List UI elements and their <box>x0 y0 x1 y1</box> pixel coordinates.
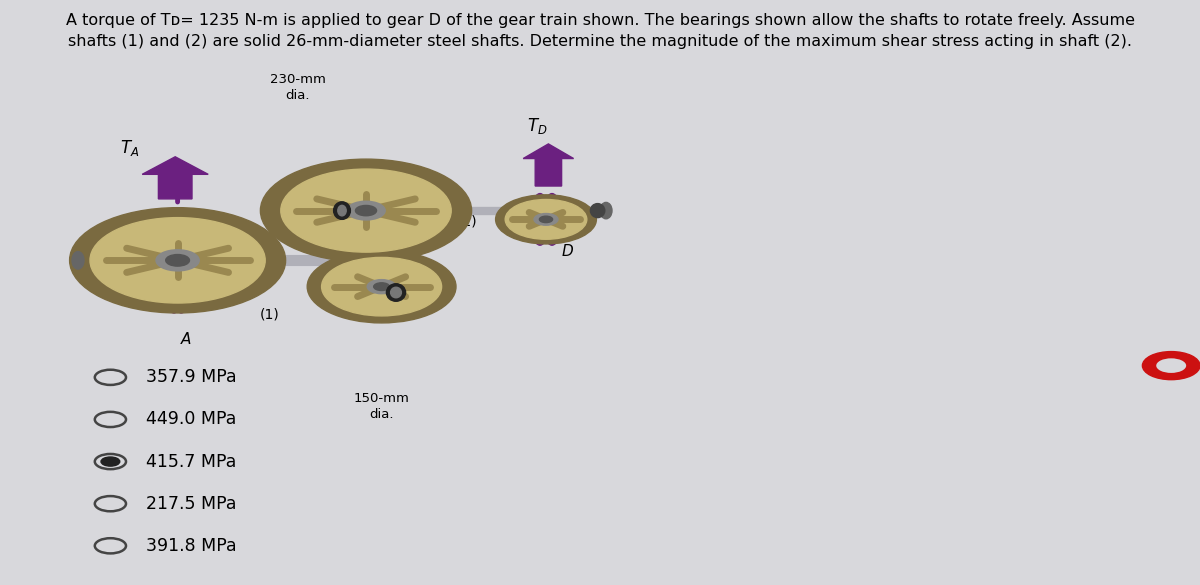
Text: 391.8 MPa: 391.8 MPa <box>146 537 238 555</box>
Text: B: B <box>442 277 452 292</box>
Circle shape <box>534 214 558 225</box>
Text: shafts (1) and (2) are solid 26-mm-diameter steel shafts. Determine the magnitud: shafts (1) and (2) are solid 26-mm-diame… <box>68 34 1132 49</box>
Circle shape <box>373 283 390 291</box>
Circle shape <box>156 250 199 271</box>
Circle shape <box>90 218 265 303</box>
Text: 217.5 MPa: 217.5 MPa <box>146 495 236 512</box>
Text: C: C <box>432 197 443 212</box>
Text: $T_D$: $T_D$ <box>527 116 548 136</box>
Text: 357.9 MPa: 357.9 MPa <box>146 369 238 386</box>
Text: $T_A$: $T_A$ <box>120 138 139 158</box>
Ellipse shape <box>590 204 605 218</box>
Text: 449.0 MPa: 449.0 MPa <box>146 411 236 428</box>
Ellipse shape <box>600 202 612 219</box>
Ellipse shape <box>530 194 550 245</box>
Circle shape <box>166 254 190 266</box>
Text: 150-mm
dia.: 150-mm dia. <box>354 392 409 421</box>
Text: 230-mm
dia.: 230-mm dia. <box>270 73 325 102</box>
Ellipse shape <box>542 194 562 245</box>
Ellipse shape <box>338 205 346 216</box>
Ellipse shape <box>169 208 193 313</box>
Ellipse shape <box>162 208 186 313</box>
Circle shape <box>307 250 456 323</box>
Circle shape <box>281 169 451 252</box>
Text: A: A <box>181 332 191 347</box>
Text: A torque of Tᴅ= 1235 N-m is applied to gear D of the gear train shown. The beari: A torque of Tᴅ= 1235 N-m is applied to g… <box>66 13 1134 28</box>
Circle shape <box>496 195 596 244</box>
Circle shape <box>1157 359 1186 373</box>
Ellipse shape <box>334 202 350 219</box>
Text: (1): (1) <box>260 308 280 322</box>
Text: D: D <box>562 244 574 259</box>
Circle shape <box>322 257 442 316</box>
Circle shape <box>355 205 377 216</box>
FancyArrow shape <box>142 157 209 199</box>
Circle shape <box>70 208 286 313</box>
Circle shape <box>1142 352 1200 380</box>
Circle shape <box>367 280 396 294</box>
FancyArrow shape <box>523 144 574 186</box>
Text: (2): (2) <box>458 214 478 228</box>
Circle shape <box>540 216 553 222</box>
Circle shape <box>505 199 587 239</box>
Ellipse shape <box>72 252 84 269</box>
Circle shape <box>347 201 385 220</box>
Circle shape <box>101 457 120 466</box>
Ellipse shape <box>386 284 406 301</box>
Circle shape <box>260 159 472 262</box>
Text: 415.7 MPa: 415.7 MPa <box>146 453 236 470</box>
Ellipse shape <box>391 287 401 298</box>
